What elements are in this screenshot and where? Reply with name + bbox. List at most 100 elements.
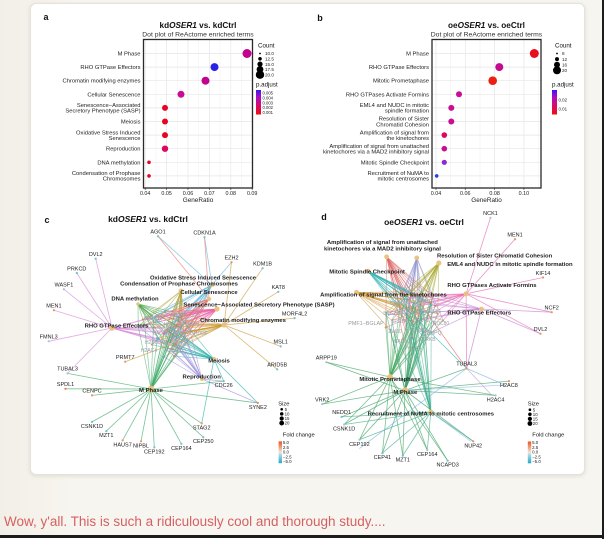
svg-text:0.06: 0.06 xyxy=(183,191,194,197)
svg-text:VRK2: VRK2 xyxy=(315,397,329,403)
svg-text:CSNK1D: CSNK1D xyxy=(81,424,103,430)
svg-text:Reproduction: Reproduction xyxy=(183,375,222,381)
svg-text:Mitotic Prometaphase: Mitotic Prometaphase xyxy=(373,79,429,85)
svg-text:Chromatin modifying enzymes: Chromatin modifying enzymes xyxy=(200,318,286,324)
svg-text:KNL1: KNL1 xyxy=(429,309,442,315)
svg-text:Oxidative Stress Induced: Oxidative Stress Induced xyxy=(76,130,140,136)
svg-text:HDGF: HDGF xyxy=(194,331,208,337)
svg-text:NCAPD3: NCAPD3 xyxy=(437,463,459,469)
svg-text:20: 20 xyxy=(562,68,568,73)
svg-text:0.05: 0.05 xyxy=(161,191,172,197)
svg-text:Count: Count xyxy=(555,43,572,50)
svg-text:Dot plot of ReActome enriched: Dot plot of ReActome enriched terms xyxy=(431,32,543,39)
svg-text:M Phase: M Phase xyxy=(118,52,141,58)
svg-text:12: 12 xyxy=(562,57,568,62)
svg-text:b: b xyxy=(317,13,323,23)
svg-text:ARID5B: ARID5B xyxy=(267,363,287,369)
svg-text:oeOSER1 vs. oeCtrl: oeOSER1 vs. oeCtrl xyxy=(448,21,525,30)
svg-text:Amplification of signal from: Amplification of signal from xyxy=(360,130,429,136)
svg-text:AGO1: AGO1 xyxy=(150,230,165,236)
svg-text:15: 15 xyxy=(533,417,538,422)
svg-text:H4C3: H4C3 xyxy=(153,331,166,337)
svg-text:H3C1: H3C1 xyxy=(164,322,177,328)
svg-text:p.adjust: p.adjust xyxy=(256,82,278,89)
svg-text:−5.0: −5.0 xyxy=(283,459,292,464)
svg-text:Dot plot of ReActome enriched: Dot plot of ReActome enriched terms xyxy=(142,32,254,39)
svg-text:DVL2: DVL2 xyxy=(89,252,103,258)
svg-text:SYNE2: SYNE2 xyxy=(249,405,267,411)
svg-text:NDC80: NDC80 xyxy=(433,321,450,327)
svg-text:GeneRatio: GeneRatio xyxy=(471,197,502,204)
svg-text:5: 5 xyxy=(285,407,288,412)
svg-text:H2BC3: H2BC3 xyxy=(165,348,181,354)
svg-text:RHO GTPases Activate Formins: RHO GTPases Activate Formins xyxy=(346,92,429,98)
svg-text:Fold change: Fold change xyxy=(532,433,564,439)
svg-text:RHO GTPase Effectors: RHO GTPase Effectors xyxy=(369,65,429,71)
svg-text:5.0: 5.0 xyxy=(532,440,539,445)
svg-text:15.0: 15.0 xyxy=(265,62,274,67)
svg-text:the kinetochores: the kinetochores xyxy=(386,136,429,142)
svg-text:0.003: 0.003 xyxy=(263,100,274,105)
svg-text:0.01: 0.01 xyxy=(559,107,568,112)
svg-text:15: 15 xyxy=(285,416,290,421)
svg-text:Size: Size xyxy=(278,402,289,408)
svg-text:MSL1: MSL1 xyxy=(274,340,288,346)
svg-text:CEP164: CEP164 xyxy=(171,446,192,452)
svg-text:TUBAL3: TUBAL3 xyxy=(57,367,78,373)
svg-text:Amplification of signal from: Amplification of signal from unattached xyxy=(327,240,438,246)
svg-text:ARPP19: ARPP19 xyxy=(316,356,337,362)
svg-text:SPC24: SPC24 xyxy=(391,319,407,325)
svg-text:Senescence: Senescence xyxy=(109,136,141,142)
svg-text:Mitotic Spindle Checkpoint: Mitotic Spindle Checkpoint xyxy=(361,160,430,166)
svg-text:BUB1: BUB1 xyxy=(408,309,421,315)
svg-text:0.001: 0.001 xyxy=(263,110,274,115)
svg-text:CEP41: CEP41 xyxy=(374,455,391,461)
svg-text:10.0: 10.0 xyxy=(265,51,274,56)
svg-text:H3C2: H3C2 xyxy=(171,313,184,319)
svg-text:d: d xyxy=(321,212,327,222)
svg-text:SPC25: SPC25 xyxy=(383,311,399,317)
svg-text:CEP192: CEP192 xyxy=(349,442,370,448)
svg-text:CENPC: CENPC xyxy=(82,389,101,395)
svg-text:NIPBL: NIPBL xyxy=(133,443,149,449)
svg-text:kdOSER1 vs. kdCtrl: kdOSER1 vs. kdCtrl xyxy=(160,21,237,30)
svg-text:H2AC8: H2AC8 xyxy=(500,383,518,389)
svg-text:NEDD1: NEDD1 xyxy=(332,410,351,416)
svg-text:DVL2: DVL2 xyxy=(534,327,548,333)
svg-text:RHO GTPase Effectors: RHO GTPase Effectors xyxy=(85,324,150,330)
svg-text:Chromatid Cohesion: Chromatid Cohesion xyxy=(376,122,429,128)
svg-text:M Phase: M Phase xyxy=(393,390,418,396)
svg-text:CDKN1A: CDKN1A xyxy=(193,231,216,237)
svg-text:Size: Size xyxy=(528,402,539,408)
svg-text:PRMT7: PRMT7 xyxy=(116,355,135,361)
svg-text:0.0: 0.0 xyxy=(532,450,539,455)
svg-text:5: 5 xyxy=(533,407,536,412)
svg-text:DYNLL1: DYNLL1 xyxy=(403,345,421,350)
svg-text:MEN1: MEN1 xyxy=(507,233,522,239)
svg-text:MAD1L1: MAD1L1 xyxy=(393,339,413,345)
svg-text:0.0: 0.0 xyxy=(283,450,290,455)
svg-text:Mitotic Prometaphase: Mitotic Prometaphase xyxy=(359,377,421,383)
svg-text:p.adjust: p.adjust xyxy=(552,82,574,89)
svg-text:Meiosis: Meiosis xyxy=(121,120,141,126)
svg-text:H2BC11: H2BC11 xyxy=(138,324,157,330)
svg-text:KAT8: KAT8 xyxy=(272,285,285,291)
svg-text:H2BC5: H2BC5 xyxy=(145,340,161,346)
svg-text:kinetochores via a MAD2 inhib: kinetochores via a MAD2 inhibitory signa… xyxy=(324,246,441,252)
svg-text:DNA methylation: DNA methylation xyxy=(97,160,140,166)
svg-text:EML4 and NUDC in mitotic: EML4 and NUDC in mitotic xyxy=(360,103,429,109)
svg-text:NCF2: NCF2 xyxy=(545,306,559,312)
svg-text:mitotic centrosomes: mitotic centrosomes xyxy=(377,177,429,183)
svg-text:2.5: 2.5 xyxy=(532,445,539,450)
svg-text:HAUS7: HAUS7 xyxy=(113,442,131,448)
svg-text:RHO GTPase Effectors: RHO GTPase Effectors xyxy=(447,311,512,317)
svg-text:MZT1: MZT1 xyxy=(99,433,113,439)
svg-text:KDM1B: KDM1B xyxy=(253,262,272,268)
svg-text:RHO GTPases Activate Formins: RHO GTPases Activate Formins xyxy=(447,283,537,289)
svg-text:0.08: 0.08 xyxy=(489,191,500,197)
svg-text:Resolution of Sister: Resolution of Sister xyxy=(379,117,429,123)
svg-text:NCK1: NCK1 xyxy=(483,211,498,217)
svg-text:Mitotic Spindle Checkpoint: Mitotic Spindle Checkpoint xyxy=(329,269,405,275)
svg-text:CSNK1D: CSNK1D xyxy=(333,427,355,433)
svg-text:Condensation of Prophase: Condensation of Prophase xyxy=(72,171,141,177)
